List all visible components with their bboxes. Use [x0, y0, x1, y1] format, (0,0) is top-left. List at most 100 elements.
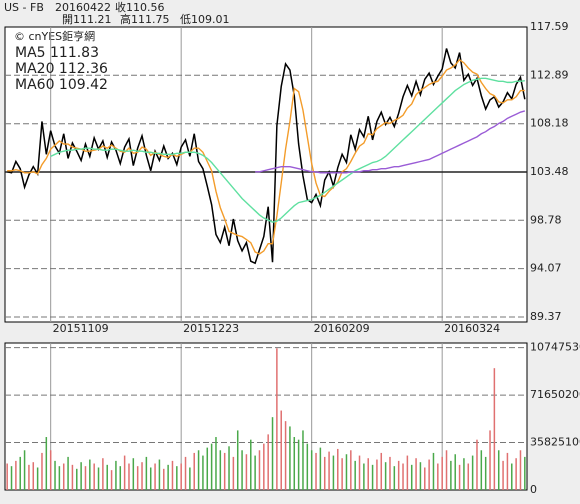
date: 20160422: [55, 1, 111, 14]
volume-bar: [267, 434, 269, 490]
y-tick-label: 94.07: [530, 262, 562, 275]
volume-bar: [397, 460, 400, 490]
ma-line: [255, 110, 526, 174]
volume-bar: [323, 456, 326, 490]
volume-bar: [310, 450, 313, 490]
volume-bar: [54, 460, 56, 490]
volume-bar: [45, 437, 48, 490]
volume-bar: [489, 430, 491, 490]
volume-bar: [332, 455, 335, 490]
volume-bar: [141, 462, 143, 490]
volume-bar: [506, 452, 509, 490]
volume-bar: [254, 455, 256, 490]
volume-bar: [149, 467, 152, 490]
volume-bar: [10, 466, 13, 490]
x-tick-label: 20160209: [314, 322, 370, 335]
y-tick-label: 108.18: [530, 117, 569, 130]
volume-bar: [432, 452, 435, 490]
volume-bar: [71, 464, 74, 490]
y-tick-label: 117.59: [530, 20, 569, 33]
volume-bar: [67, 456, 69, 490]
volume-bar: [480, 450, 483, 490]
volume-bar: [84, 466, 87, 490]
volume-bar: [219, 450, 222, 490]
volume-bar: [119, 466, 122, 490]
volume-bar: [515, 458, 517, 490]
volume-bar: [241, 450, 243, 490]
volume-bar: [19, 456, 21, 490]
volume-bar: [145, 456, 148, 490]
y-tick-label: 89.37: [530, 310, 562, 323]
volume-bar: [519, 450, 522, 490]
volume-bar: [245, 454, 248, 490]
volume-bar: [106, 464, 108, 490]
volume-bar: [62, 463, 65, 490]
volume-bar: [450, 460, 452, 490]
x-tick-label: 20160324: [444, 322, 500, 335]
volume-bar: [250, 439, 252, 490]
volume-bar: [197, 450, 200, 490]
volume-bar: [437, 463, 439, 490]
volume-bar: [184, 456, 187, 490]
volume-bar: [406, 455, 409, 490]
volume-bar: [337, 448, 339, 490]
high-label: 高111.75: [120, 12, 170, 26]
volume-bar: [171, 460, 174, 490]
ma-line: [50, 77, 525, 223]
volume-bar: [28, 464, 30, 490]
volume-bar: [263, 443, 265, 490]
volume-bar: [236, 430, 239, 490]
volume-bar: [315, 452, 317, 490]
volume-bar: [232, 456, 235, 490]
volume-bar: [132, 458, 135, 490]
volume-bar: [136, 466, 139, 490]
volume-bar: [384, 462, 387, 490]
volume-bar: [363, 463, 365, 490]
volume-bar: [458, 464, 461, 490]
low-label: 低109.01: [180, 13, 230, 26]
volume-bar: [289, 426, 291, 490]
volume-bar: [419, 462, 422, 490]
volume-bar: [258, 450, 261, 490]
volume-bar: [502, 460, 504, 490]
x-tick-label: 20151223: [183, 322, 239, 335]
volume-bar: [167, 464, 169, 490]
volume-bar: [276, 348, 278, 490]
volume-bar: [297, 439, 300, 490]
volume-bar: [376, 459, 378, 490]
volume-bar: [89, 459, 91, 490]
volume-bar: [445, 450, 448, 490]
volume-bar: [128, 463, 130, 490]
volume-bar: [102, 458, 104, 490]
volume-bar: [206, 447, 209, 490]
volume-bar: [424, 467, 426, 490]
volume-bar: [371, 464, 374, 490]
volume-bar: [58, 466, 61, 490]
volume-bar: [176, 466, 178, 490]
volume-bar: [123, 455, 126, 490]
volume-bar: [354, 460, 356, 490]
volume-bar: [471, 455, 474, 490]
volume-bar: [345, 454, 348, 490]
volume-bar: [76, 468, 78, 490]
volume-bar: [497, 450, 500, 490]
volume-bar: [97, 467, 100, 490]
volume-bar: [193, 452, 195, 490]
ma-line: [7, 58, 525, 255]
volume-bar: [215, 437, 217, 490]
volume-bar: [23, 450, 26, 490]
volume-bar: [358, 455, 361, 490]
volume-bar: [380, 452, 383, 490]
volume-bar: [306, 443, 309, 490]
volume-bar: [158, 459, 161, 490]
volume-bar: [467, 463, 470, 490]
volume-bar: [493, 368, 496, 490]
volume-bar: [367, 458, 369, 490]
volume-bar: [350, 450, 352, 490]
volume-bar: [15, 460, 17, 490]
legend-entry: MA60 109.42: [15, 77, 108, 93]
volume-bar: [6, 463, 8, 490]
volume-bar: [441, 456, 443, 490]
y2-tick-label: 107475300: [530, 341, 580, 354]
volume-bar: [154, 463, 156, 490]
